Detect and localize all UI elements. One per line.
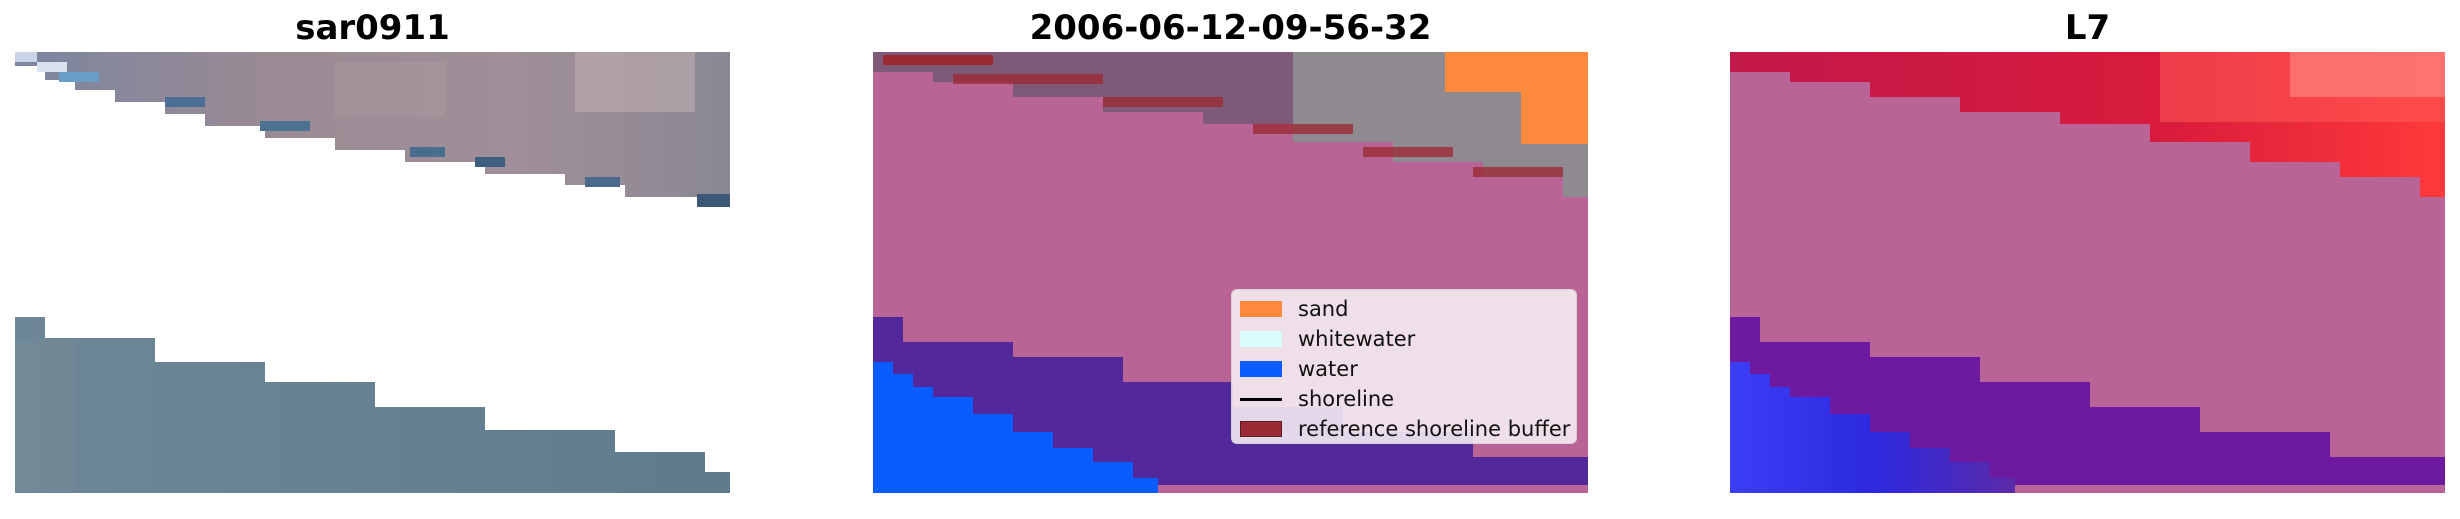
classification-image bbox=[873, 52, 1588, 493]
legend-label: reference shoreline buffer bbox=[1298, 417, 1571, 441]
water-blue bbox=[873, 362, 1158, 493]
legend: sand whitewater water shoreline referenc… bbox=[1231, 289, 1577, 444]
sand-region bbox=[1445, 52, 1588, 92]
legend-label: sand bbox=[1298, 297, 1349, 321]
legend-item-whitewater: whitewater bbox=[1232, 324, 1576, 354]
legend-item-buffer: reference shoreline buffer bbox=[1232, 414, 1576, 444]
water-swatch bbox=[1240, 361, 1282, 377]
panel-title-classification: 2006-06-12-09-56-32 bbox=[1029, 8, 1432, 48]
land-strip bbox=[15, 52, 730, 207]
panel-title-rgb: sar0911 bbox=[295, 8, 450, 48]
legend-label: water bbox=[1298, 357, 1358, 381]
l7-panel bbox=[1730, 52, 2445, 493]
water-cold bbox=[1730, 362, 2015, 493]
legend-item-sand: sand bbox=[1232, 294, 1576, 324]
panel-title-l7: L7 bbox=[2064, 8, 2111, 48]
legend-label: shoreline bbox=[1298, 387, 1395, 411]
classification-panel bbox=[873, 52, 1588, 493]
l7-image bbox=[1730, 52, 2445, 493]
rgb-image-panel bbox=[15, 52, 730, 493]
sand-swatch bbox=[1240, 301, 1282, 317]
legend-label: whitewater bbox=[1298, 327, 1416, 351]
legend-item-water: water bbox=[1232, 354, 1576, 384]
legend-item-shoreline: shoreline bbox=[1232, 384, 1576, 414]
whitewater-swatch bbox=[1240, 331, 1282, 347]
water-strip bbox=[15, 317, 730, 493]
rgb-image bbox=[15, 52, 730, 493]
shoreline-swatch bbox=[1240, 397, 1282, 401]
buffer-swatch bbox=[1240, 421, 1282, 437]
